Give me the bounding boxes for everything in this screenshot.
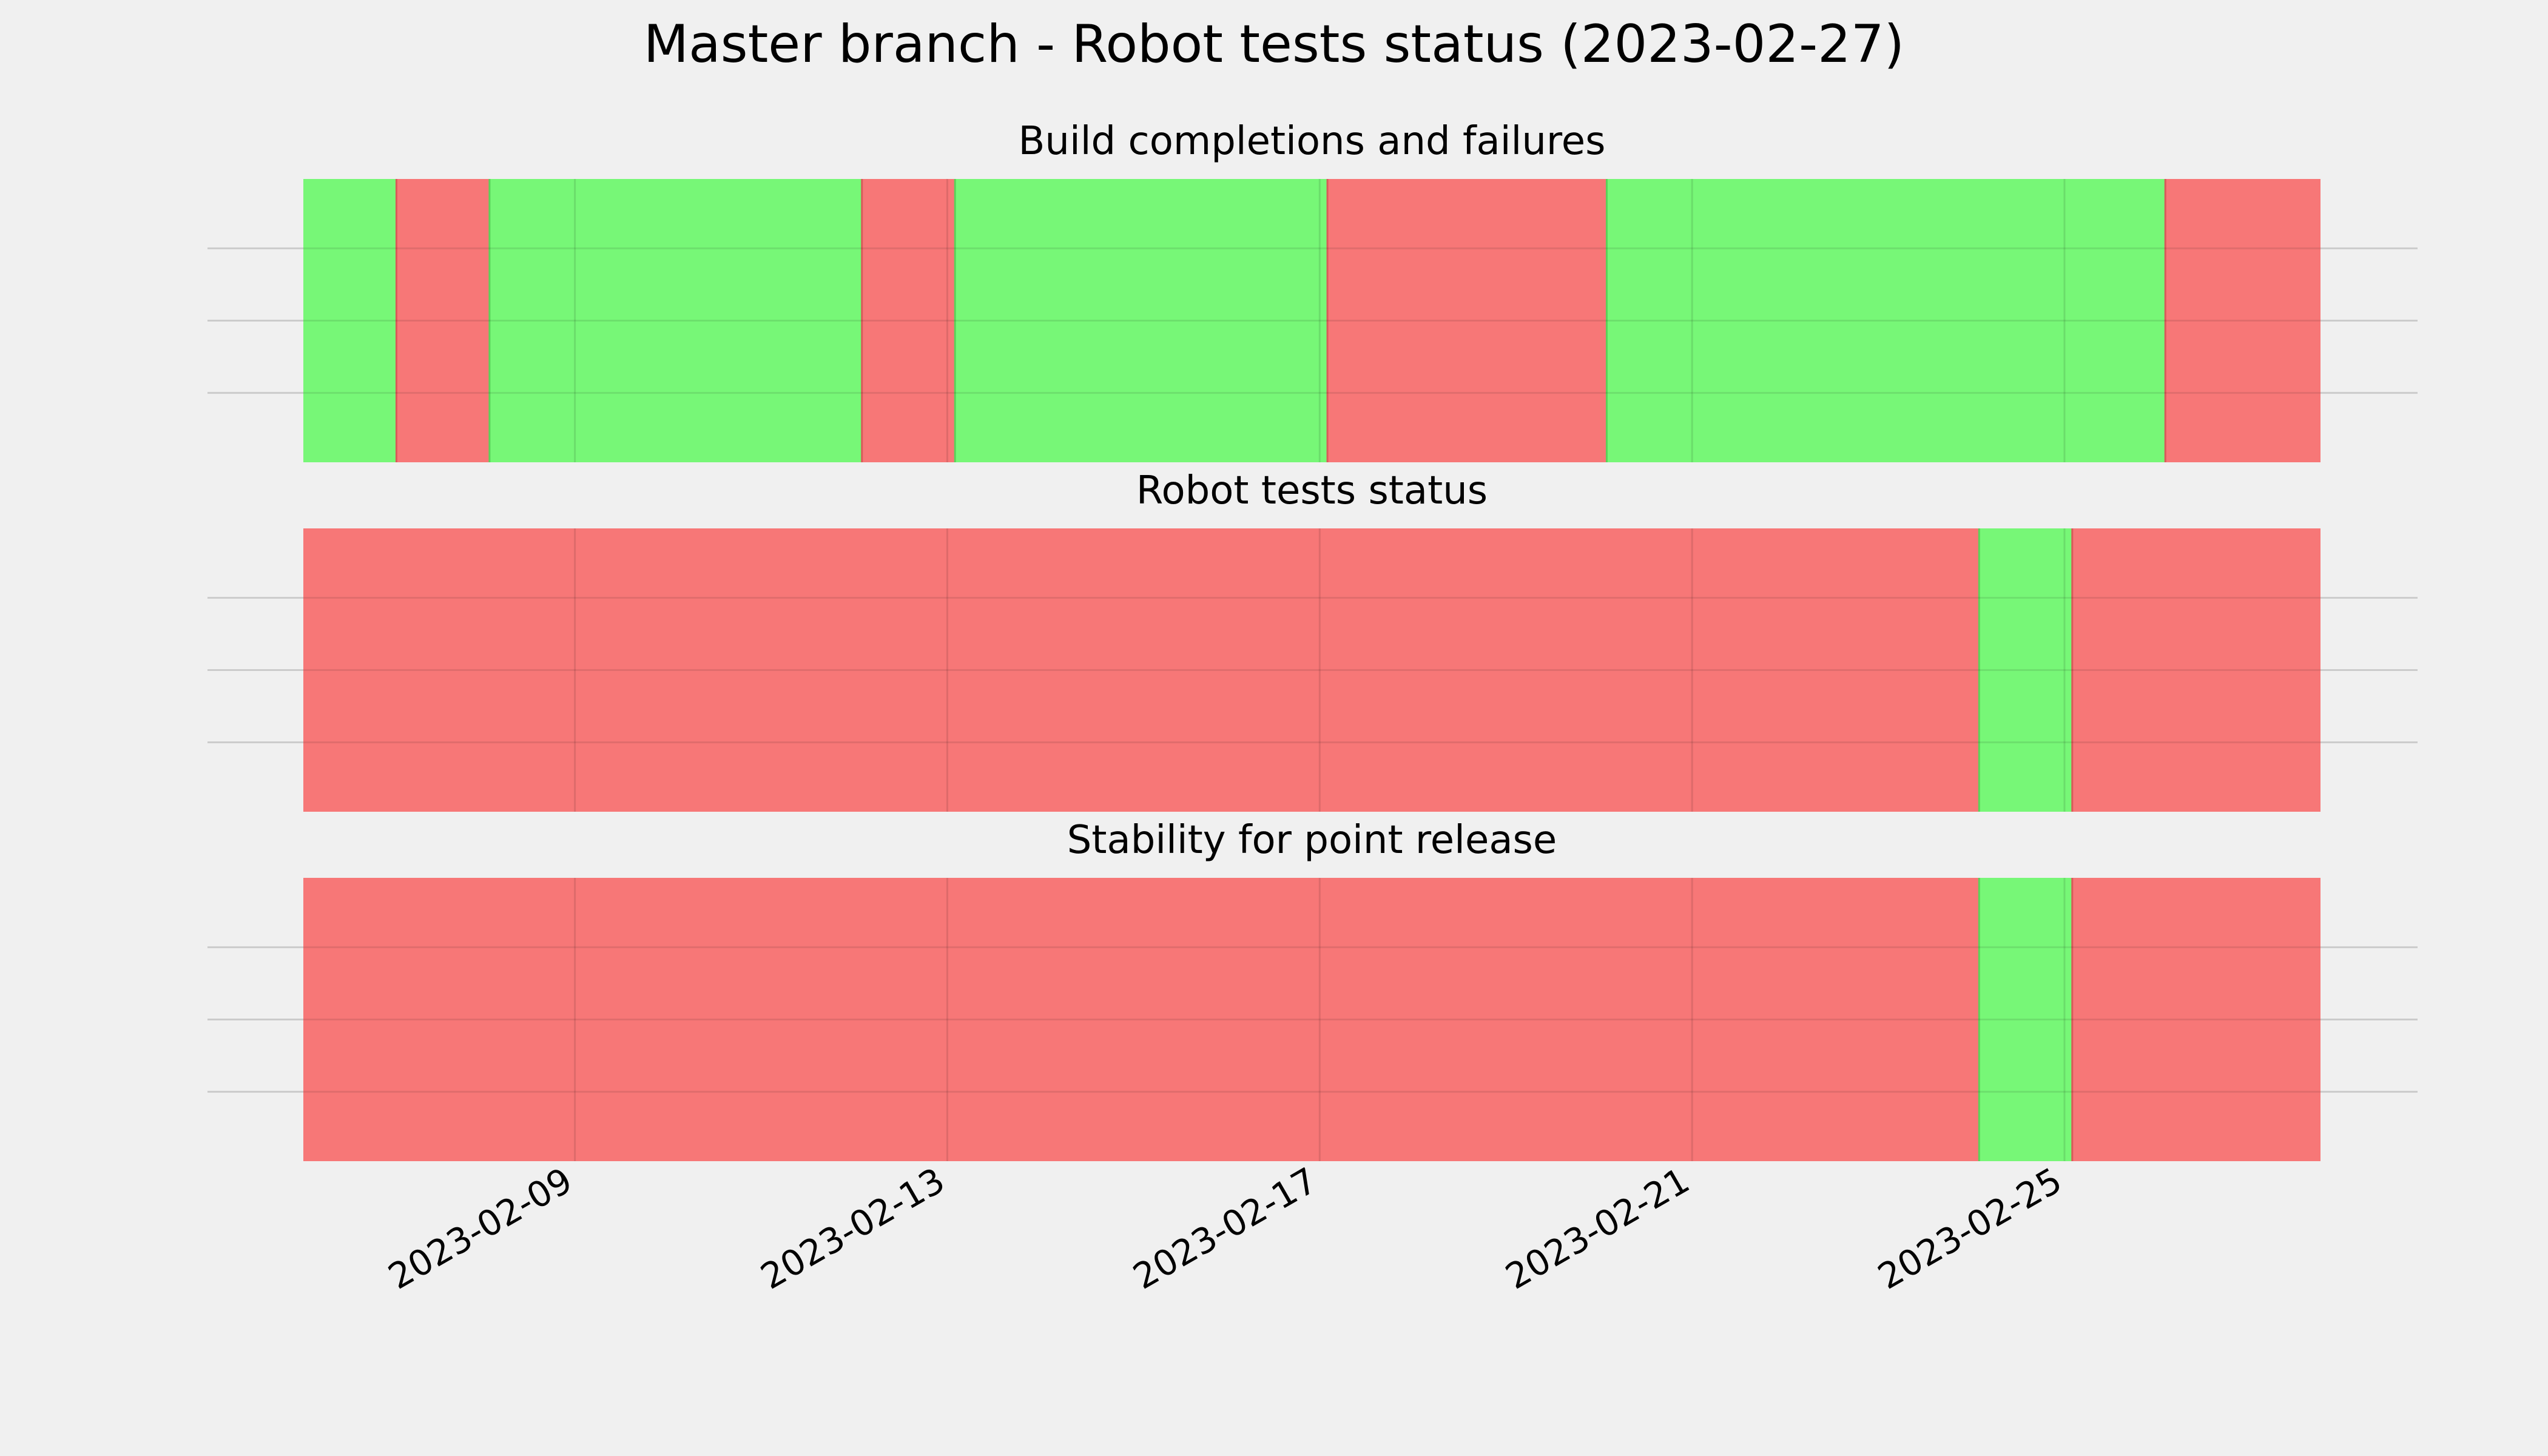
segment-pass [1606, 179, 2166, 462]
chart-title: Master branch - Robot tests status (2023… [644, 14, 1904, 75]
segment-pass [303, 179, 397, 462]
panel-3: Stability for point release [207, 818, 2418, 1161]
panel-title: Stability for point release [1067, 818, 1557, 863]
panel-1: Build completions and failures [207, 119, 2418, 462]
segment-fail [303, 878, 1980, 1161]
panels-group: Build completions and failures Robot test… [207, 119, 2418, 1161]
segment-fail [396, 179, 490, 462]
segment-fail [1327, 179, 1607, 462]
segment-fail [2165, 179, 2320, 462]
segment-pass [1979, 528, 2072, 812]
segment-pass [1979, 878, 2072, 1161]
segment-fail [861, 179, 956, 462]
segment-fail [303, 528, 1980, 812]
panel-title: Build completions and failures [1019, 119, 1606, 164]
panel-title: Robot tests status [1136, 468, 1488, 513]
segment-fail [2072, 878, 2320, 1161]
segment-pass [489, 179, 862, 462]
panel-2: Robot tests status [207, 468, 2418, 812]
segment-fail [2072, 528, 2320, 812]
segment-pass [955, 179, 1328, 462]
